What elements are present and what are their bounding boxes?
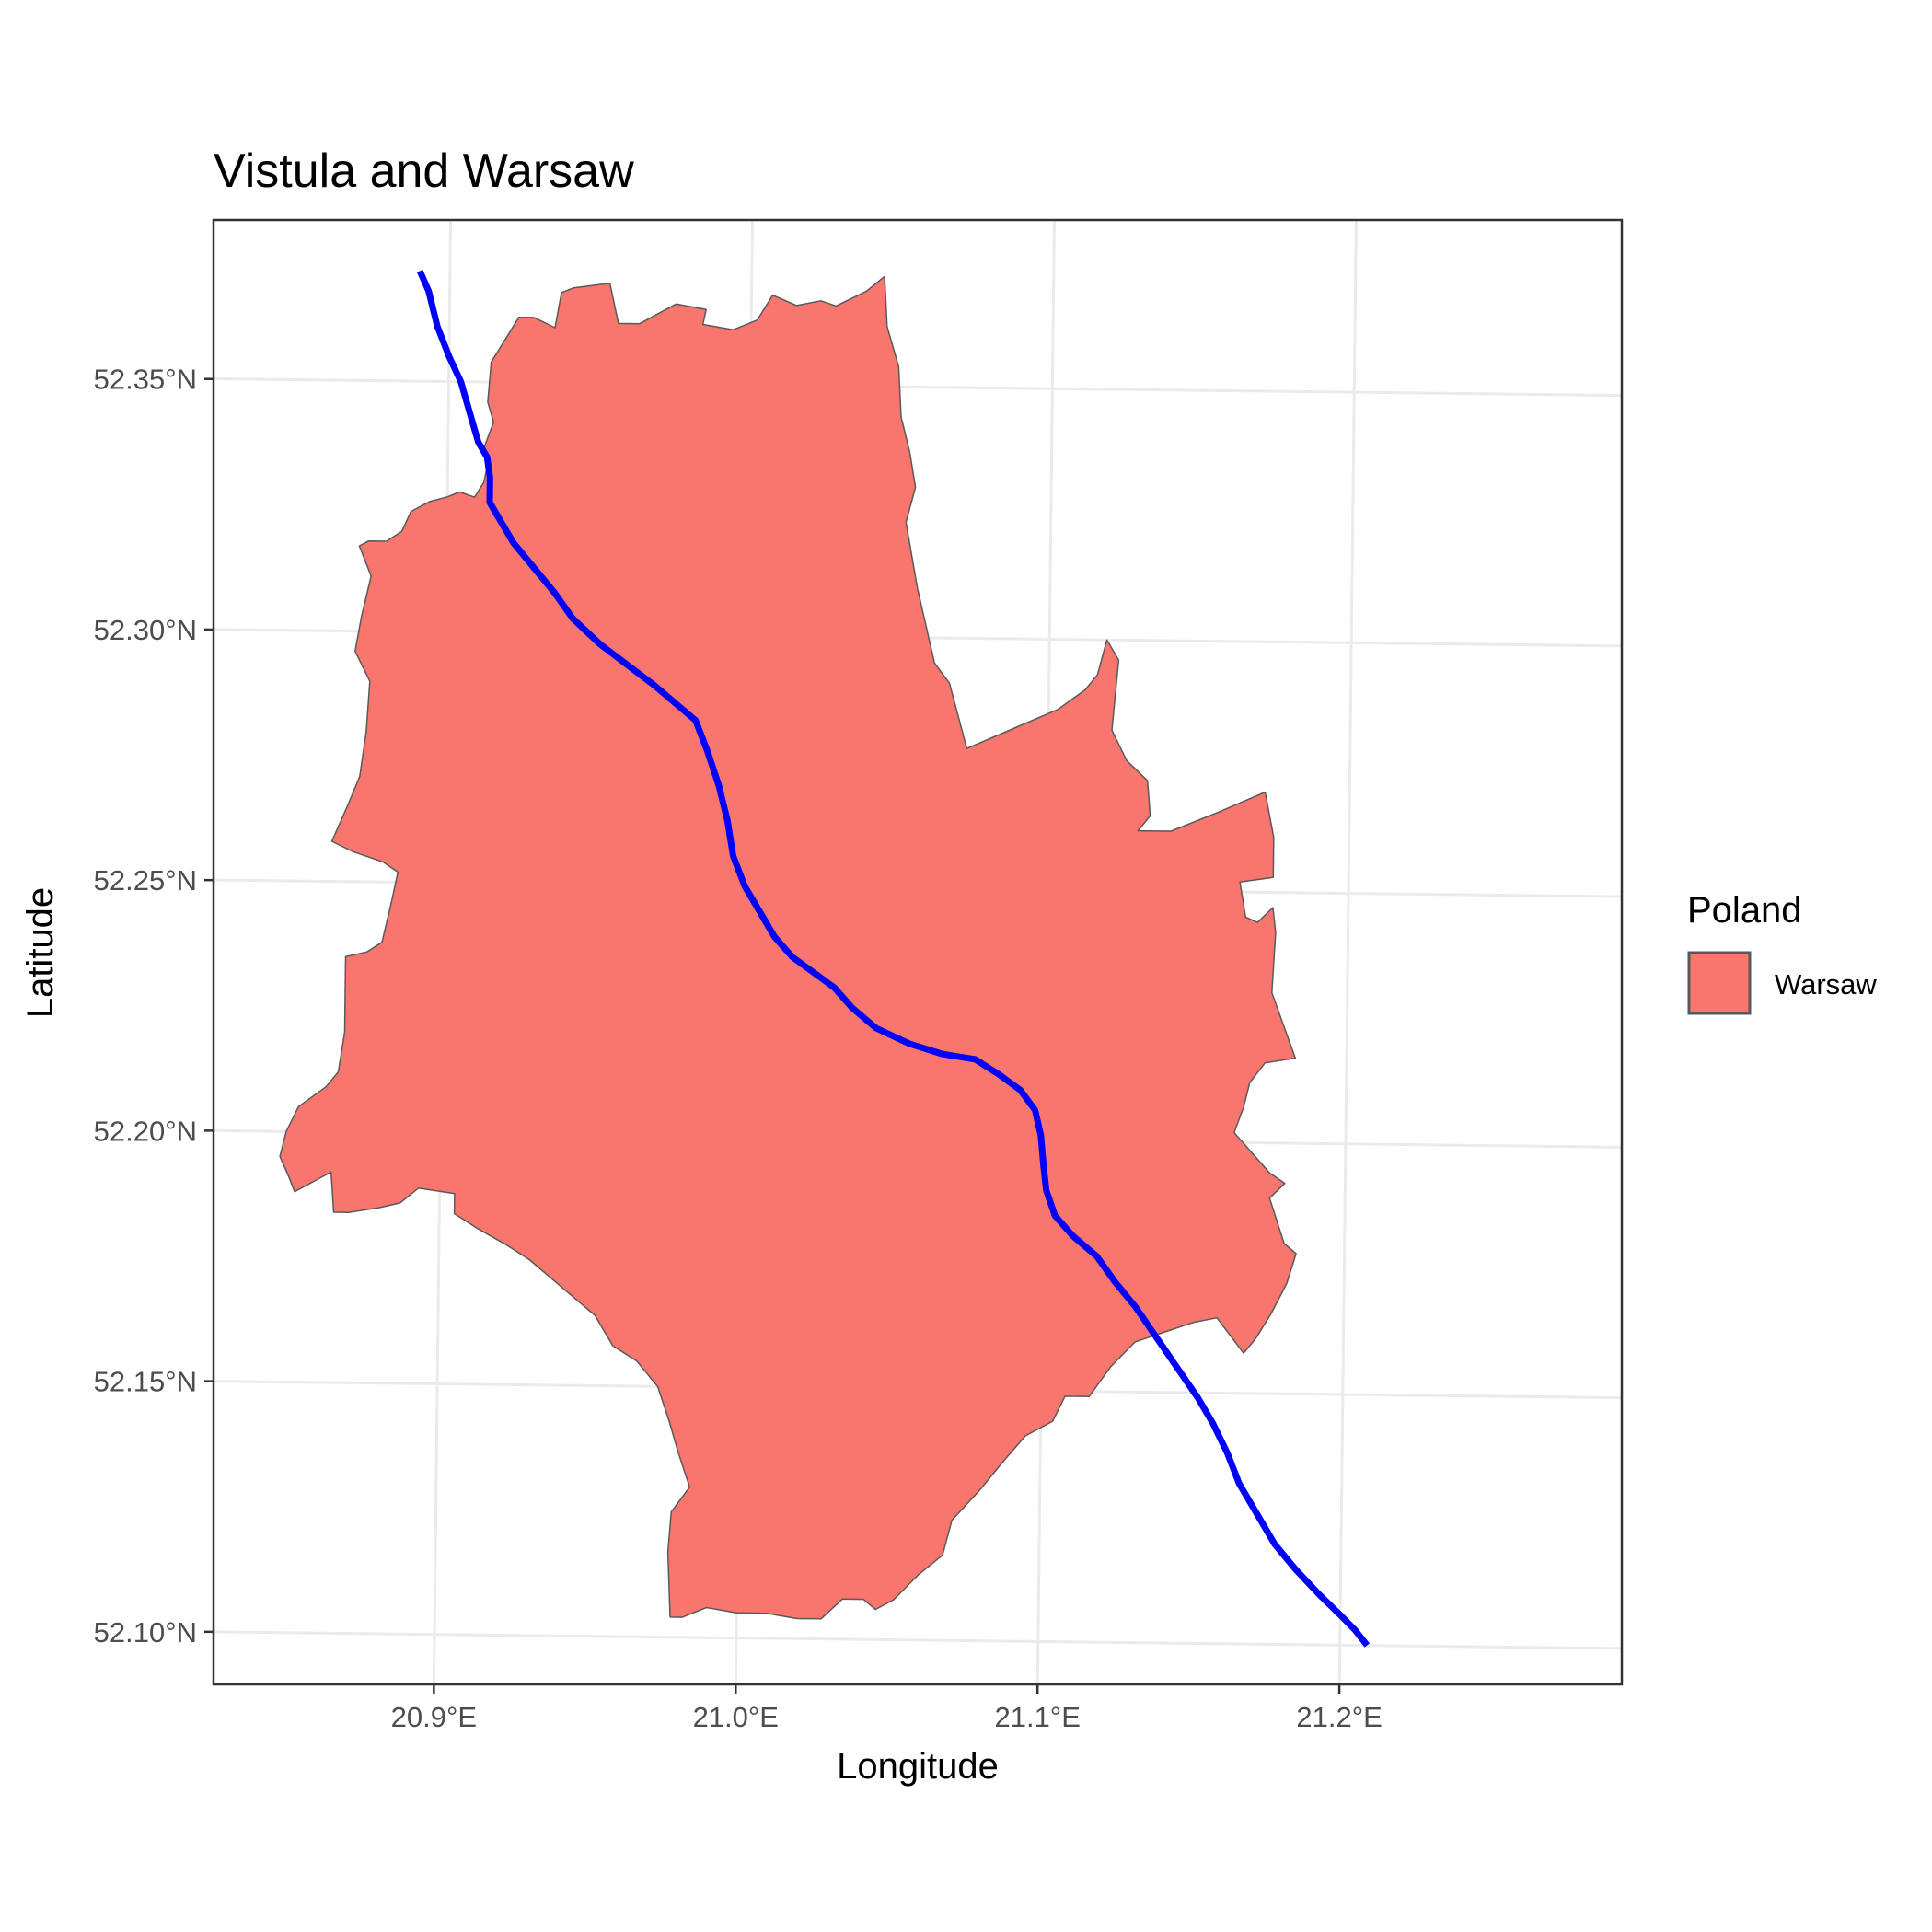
y-axis-title: Latitude	[20, 887, 61, 1018]
y-axis: 52.35°N 52.30°N 52.25°N 52.20°N 52.15°N 52.10…	[94, 364, 214, 1649]
chart-title: Vistula and Warsaw	[214, 145, 634, 198]
legend-title: Poland	[1687, 890, 1802, 931]
legend-key-warsaw	[1687, 951, 1752, 1015]
x-axis-title: Longitude	[837, 1746, 999, 1787]
legend: Poland Warsaw	[1687, 890, 1877, 1015]
y-tick-label: 52.20°N	[94, 1115, 197, 1147]
x-tick-label: 21.1°E	[994, 1701, 1080, 1733]
x-tick-label: 20.9°E	[391, 1701, 477, 1733]
legend-label-warsaw: Warsaw	[1775, 968, 1877, 1001]
x-tick-label: 21.2°E	[1296, 1701, 1382, 1733]
y-tick-label: 52.15°N	[94, 1366, 197, 1398]
y-tick-label: 52.25°N	[94, 864, 197, 897]
panel-border	[212, 218, 1624, 1686]
y-tick-label: 52.35°N	[94, 364, 197, 396]
vistula-river-line	[416, 269, 1371, 1648]
plot-area	[279, 269, 1371, 1648]
x-axis: 20.9°E 21.0°E 21.1°E 21.2°E	[391, 1684, 1382, 1733]
y-tick-label: 52.10°N	[94, 1616, 197, 1649]
meridian-gridline	[1337, 220, 1358, 1684]
parallel-gridline	[214, 1630, 1622, 1650]
x-tick-label: 21.0°E	[693, 1701, 779, 1733]
y-tick-label: 52.30°N	[94, 614, 197, 646]
parallel-gridline	[214, 377, 1622, 398]
